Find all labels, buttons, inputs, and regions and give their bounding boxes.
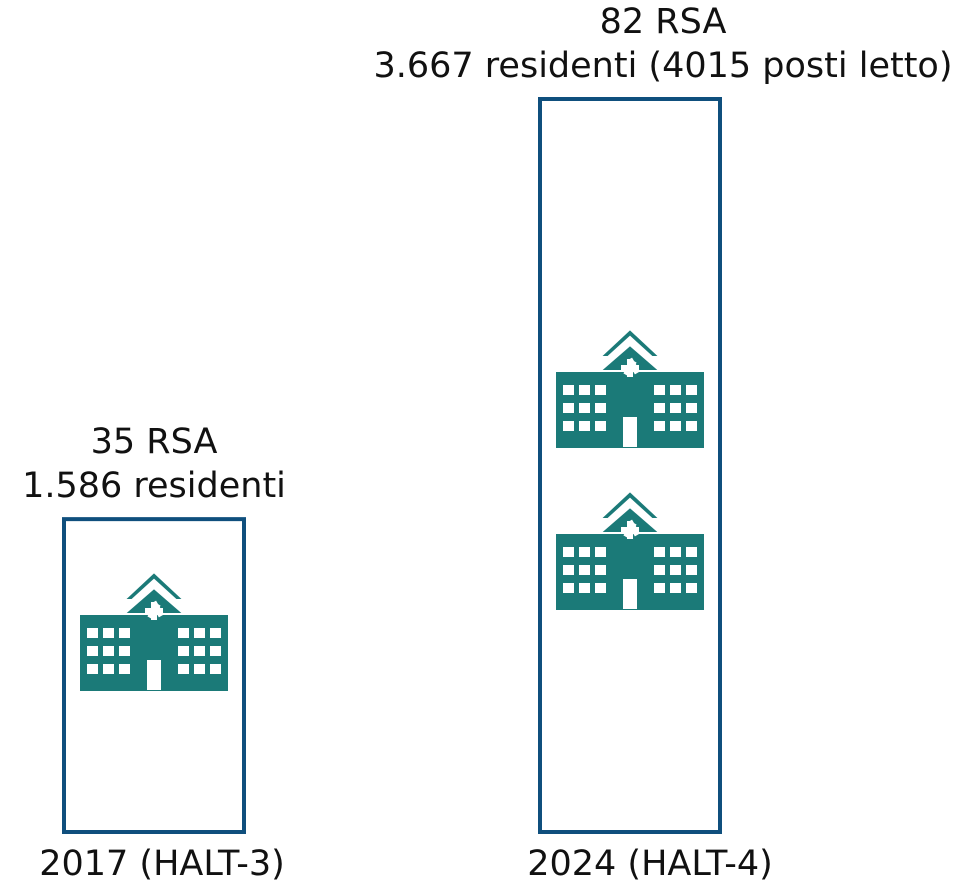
- hospital-icon: [554, 328, 706, 450]
- bar: [538, 97, 722, 834]
- category-label: 2017 (HALT-3): [39, 844, 285, 883]
- category-label: 2024 (HALT-4): [527, 844, 773, 883]
- annotation: 3.667 residenti (4015 posti letto): [373, 46, 952, 86]
- hospital-icon: [554, 490, 706, 612]
- annotation: 1.586 residenti: [22, 466, 286, 506]
- bar: [62, 517, 246, 834]
- hospital-icon: [78, 571, 230, 693]
- value-label: 82 RSA: [600, 2, 727, 42]
- value-label: 35 RSA: [91, 422, 218, 462]
